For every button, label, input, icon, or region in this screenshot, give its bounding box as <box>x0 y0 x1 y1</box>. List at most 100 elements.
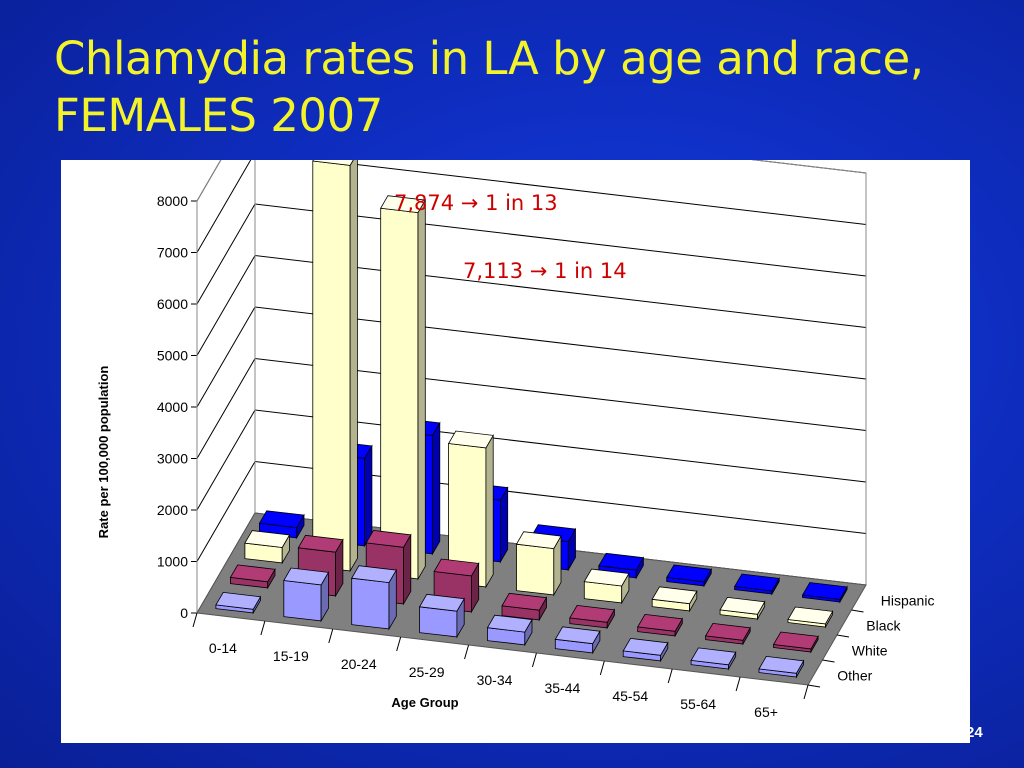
bar-black-15-19 <box>312 160 358 573</box>
depth-tick-mark <box>822 659 835 663</box>
bar-top-face <box>772 631 819 650</box>
y-tick-label: 2000 <box>157 502 188 518</box>
bar-side-face <box>349 160 358 573</box>
bar-front-face <box>380 207 419 580</box>
y-tick-label: 8000 <box>157 193 188 209</box>
bar-black-45-54 <box>651 586 698 613</box>
y-tick-label: 7000 <box>157 245 188 261</box>
bar-other-30-34 <box>486 614 533 647</box>
chart-3d-bar: 0 1000 2000 3000 4000 5000 6000 7000 8000 0-14 15-… <box>96 160 934 720</box>
series-label: White <box>852 643 888 659</box>
bar-top-face <box>258 510 305 529</box>
bar-top-face <box>733 573 780 592</box>
bar-top-face <box>418 593 465 612</box>
x-tick-mark <box>192 612 198 628</box>
bar-top-face <box>787 606 834 625</box>
depth-tick-mark <box>851 609 864 613</box>
x-tick-mark <box>667 668 673 684</box>
gridline <box>196 306 867 408</box>
x-tick-mark <box>328 628 334 644</box>
x-tick-label: 55-64 <box>680 696 716 712</box>
y-tick-label: 6000 <box>157 296 188 312</box>
bar-white-55-64 <box>704 622 751 646</box>
bar-top-face <box>380 195 426 214</box>
bar-top-face <box>312 160 354 166</box>
slide-title: Chlamydia rates in LA by age and race, F… <box>54 30 994 144</box>
gridline <box>196 160 867 253</box>
bar-black-35-44 <box>583 568 630 605</box>
bar-side-face <box>364 444 373 548</box>
bar-top-face <box>515 531 562 550</box>
depth-tick-mark <box>836 634 850 638</box>
side-wall-edge <box>196 160 256 613</box>
x-tick-label: 25-29 <box>409 664 445 680</box>
bar-front-face <box>283 580 322 622</box>
bar-white-35-44 <box>569 604 616 630</box>
x-tick-label: 20-24 <box>341 656 377 672</box>
y-tick-label: 4000 <box>157 399 188 415</box>
bar-front-face <box>312 160 351 572</box>
x-tick-label: 45-54 <box>612 688 648 704</box>
bar-hispanic-45-54 <box>666 564 712 588</box>
bar-white-0-14 <box>229 564 276 590</box>
y-tick-label: 3000 <box>157 451 188 467</box>
bar-top-face <box>447 430 494 449</box>
bar-top-face <box>704 622 751 641</box>
x-tick-mark <box>396 636 402 652</box>
bar-side-face <box>432 421 441 556</box>
bar-other-55-64 <box>690 647 737 671</box>
x-tick-mark <box>599 660 605 676</box>
bar-top-face <box>690 647 737 666</box>
bar-black-25-29 <box>447 430 494 589</box>
y-tick-label: 5000 <box>157 348 188 364</box>
x-axis: 0-14 15-19 20-24 25-29 30-34 35-44 45-54 55-64 6… <box>192 612 809 720</box>
gridline <box>196 357 867 459</box>
bar-black-65+ <box>787 606 834 629</box>
bar-top-face <box>569 604 616 623</box>
bar-top-face <box>229 564 276 583</box>
page-number: 24 <box>966 724 983 741</box>
bar-other-25-29 <box>418 593 465 639</box>
bar-other-20-24 <box>351 565 397 631</box>
slide-title-line-2: FEMALES 2007 <box>54 89 383 142</box>
gridline <box>196 203 867 305</box>
x-tick-mark <box>464 644 470 660</box>
bar-top-face <box>598 552 645 571</box>
x-tick-label: 0-14 <box>209 640 237 656</box>
bar-white-30-34 <box>501 592 548 622</box>
bar-top-face <box>758 655 805 674</box>
bar-front-face <box>419 606 458 638</box>
bar-top-face <box>622 637 669 656</box>
x-tick-label: 30-34 <box>477 672 513 688</box>
bar-black-0-14 <box>244 530 291 565</box>
y-tick-label: 0 <box>180 605 188 621</box>
bar-white-65+ <box>772 631 819 654</box>
y-axis-title: Rate per 100,000 population <box>96 366 111 539</box>
bar-top-face <box>283 567 330 586</box>
bar-top-face <box>486 614 533 633</box>
bar-hispanic-55-64 <box>733 573 780 596</box>
bar-other-0-14 <box>215 591 262 615</box>
bar-front-face <box>351 577 390 630</box>
x-tick-label: 65+ <box>754 704 778 720</box>
x-tick-mark <box>803 684 809 700</box>
x-tick-mark <box>260 620 266 636</box>
series-label: Black <box>866 618 901 634</box>
bar-side-face <box>485 433 494 589</box>
x-tick-label: 35-44 <box>544 680 580 696</box>
bar-top-face <box>583 568 630 587</box>
slide-title-line-1: Chlamydia rates in LA by age and race, <box>54 32 924 85</box>
bar-top-face <box>297 534 344 553</box>
bar-black-30-34 <box>515 531 562 597</box>
annotation-peak-20-24: 7,113 → 1 in 14 <box>463 259 627 283</box>
x-tick-mark <box>735 676 741 692</box>
bar-side-face <box>417 198 426 581</box>
bar-other-65+ <box>758 655 805 679</box>
bar-other-35-44 <box>554 626 601 655</box>
bar-front-face <box>516 543 555 596</box>
gridline <box>196 409 867 511</box>
x-tick-mark <box>531 652 537 668</box>
y-axis: 0 1000 2000 3000 4000 5000 6000 7000 8000 <box>157 193 197 621</box>
x-axis-title: Age Group <box>391 695 458 710</box>
bar-top-face <box>244 530 291 548</box>
